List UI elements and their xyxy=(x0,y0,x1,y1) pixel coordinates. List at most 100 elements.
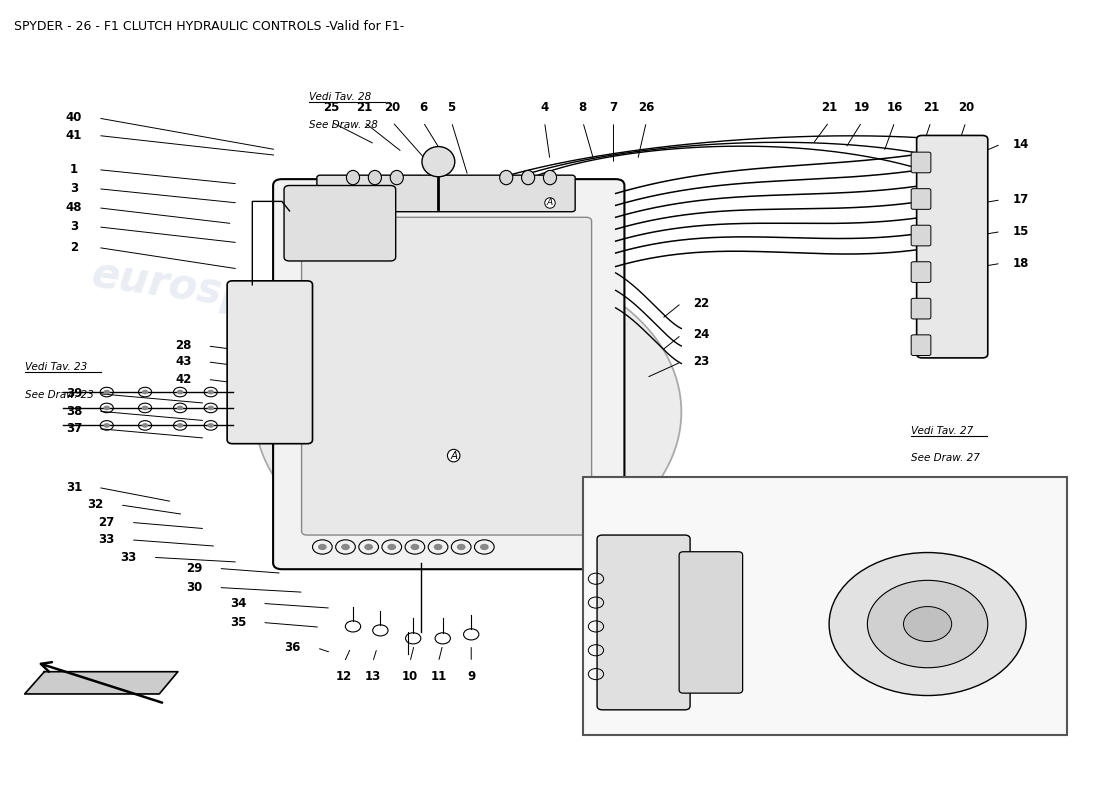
Text: A: A xyxy=(450,450,458,461)
Text: 34: 34 xyxy=(230,597,246,610)
Text: 27: 27 xyxy=(99,516,114,529)
FancyBboxPatch shape xyxy=(911,335,931,355)
Text: 32: 32 xyxy=(88,498,103,511)
Text: 30: 30 xyxy=(186,581,202,594)
Text: 13: 13 xyxy=(364,670,381,683)
Circle shape xyxy=(480,544,488,550)
Text: 19: 19 xyxy=(854,101,870,114)
FancyBboxPatch shape xyxy=(911,262,931,282)
Bar xyxy=(583,477,1067,735)
FancyBboxPatch shape xyxy=(911,226,931,246)
Text: 44: 44 xyxy=(679,710,695,722)
Text: 46: 46 xyxy=(620,498,637,511)
Text: 20: 20 xyxy=(958,101,974,114)
Text: A: A xyxy=(547,198,553,207)
Text: 25: 25 xyxy=(323,101,339,114)
Circle shape xyxy=(177,406,184,410)
Text: SPYDER - 26 - F1 CLUTCH HYDRAULIC CONTROLS -Valid for F1-: SPYDER - 26 - F1 CLUTCH HYDRAULIC CONTRO… xyxy=(13,20,404,34)
Text: 14: 14 xyxy=(1012,138,1028,150)
Circle shape xyxy=(254,257,681,567)
Circle shape xyxy=(103,390,110,394)
Text: 31: 31 xyxy=(66,481,82,494)
Circle shape xyxy=(142,423,148,428)
FancyBboxPatch shape xyxy=(597,535,690,710)
Circle shape xyxy=(208,406,214,410)
FancyBboxPatch shape xyxy=(301,218,592,535)
Ellipse shape xyxy=(543,170,557,185)
Circle shape xyxy=(318,544,327,550)
Text: Vedi Tav. 28: Vedi Tav. 28 xyxy=(309,92,372,102)
Text: 24: 24 xyxy=(693,328,710,342)
FancyBboxPatch shape xyxy=(284,186,396,261)
Circle shape xyxy=(177,423,184,428)
FancyBboxPatch shape xyxy=(911,152,931,173)
Polygon shape xyxy=(24,672,178,694)
Ellipse shape xyxy=(390,170,404,185)
Text: eurospares: eurospares xyxy=(559,452,825,530)
Text: 1: 1 xyxy=(70,163,78,176)
Circle shape xyxy=(103,406,110,410)
Text: 3: 3 xyxy=(70,182,78,195)
Text: 17: 17 xyxy=(1012,194,1028,206)
Circle shape xyxy=(341,544,350,550)
Text: 29: 29 xyxy=(186,562,202,575)
Text: 42: 42 xyxy=(175,373,191,386)
Ellipse shape xyxy=(422,146,454,177)
FancyBboxPatch shape xyxy=(679,552,743,693)
Text: 15: 15 xyxy=(1012,225,1028,238)
Text: 5: 5 xyxy=(448,101,455,114)
Ellipse shape xyxy=(368,170,382,185)
Text: 16: 16 xyxy=(887,101,903,114)
Ellipse shape xyxy=(346,170,360,185)
Text: 41: 41 xyxy=(66,129,82,142)
Text: 4: 4 xyxy=(540,101,549,114)
Circle shape xyxy=(903,606,952,642)
Circle shape xyxy=(208,390,214,394)
Circle shape xyxy=(208,423,214,428)
Circle shape xyxy=(829,553,1026,695)
Text: 33: 33 xyxy=(99,534,114,546)
Text: 39: 39 xyxy=(66,387,82,400)
Circle shape xyxy=(387,544,396,550)
Text: See Draw. 27: See Draw. 27 xyxy=(911,454,980,463)
Text: 7: 7 xyxy=(609,101,617,114)
Text: Vedi Tav. 27: Vedi Tav. 27 xyxy=(911,426,974,436)
Ellipse shape xyxy=(521,170,535,185)
Circle shape xyxy=(142,406,148,410)
FancyBboxPatch shape xyxy=(227,281,312,444)
Text: 21: 21 xyxy=(923,101,939,114)
Text: 11: 11 xyxy=(430,670,447,683)
Circle shape xyxy=(868,580,988,668)
FancyBboxPatch shape xyxy=(911,298,931,319)
Circle shape xyxy=(142,390,148,394)
Text: See Draw. 23: See Draw. 23 xyxy=(24,390,94,400)
Text: 20: 20 xyxy=(384,101,400,114)
Circle shape xyxy=(177,390,184,394)
Text: 18: 18 xyxy=(1012,257,1028,270)
Text: 26: 26 xyxy=(638,101,654,114)
Circle shape xyxy=(456,544,465,550)
Text: 8: 8 xyxy=(579,101,587,114)
Circle shape xyxy=(364,544,373,550)
Text: 9: 9 xyxy=(468,670,475,683)
Text: 40: 40 xyxy=(66,111,82,125)
Text: 48: 48 xyxy=(66,202,82,214)
Text: 43: 43 xyxy=(175,355,191,368)
Text: 21: 21 xyxy=(821,101,837,114)
Text: eurospares: eurospares xyxy=(88,254,355,332)
FancyBboxPatch shape xyxy=(916,135,988,358)
Text: 2: 2 xyxy=(70,241,78,254)
Text: 38: 38 xyxy=(66,405,82,418)
Text: 3: 3 xyxy=(70,220,78,234)
Ellipse shape xyxy=(499,170,513,185)
Text: 6: 6 xyxy=(419,101,427,114)
Text: 35: 35 xyxy=(230,616,246,629)
Text: 33: 33 xyxy=(121,550,136,564)
Text: See Draw. 28: See Draw. 28 xyxy=(309,119,378,130)
Text: 36: 36 xyxy=(285,642,301,654)
FancyBboxPatch shape xyxy=(273,179,625,570)
Circle shape xyxy=(433,544,442,550)
Text: 37: 37 xyxy=(66,422,82,435)
Text: 23: 23 xyxy=(693,355,710,368)
Circle shape xyxy=(103,423,110,428)
